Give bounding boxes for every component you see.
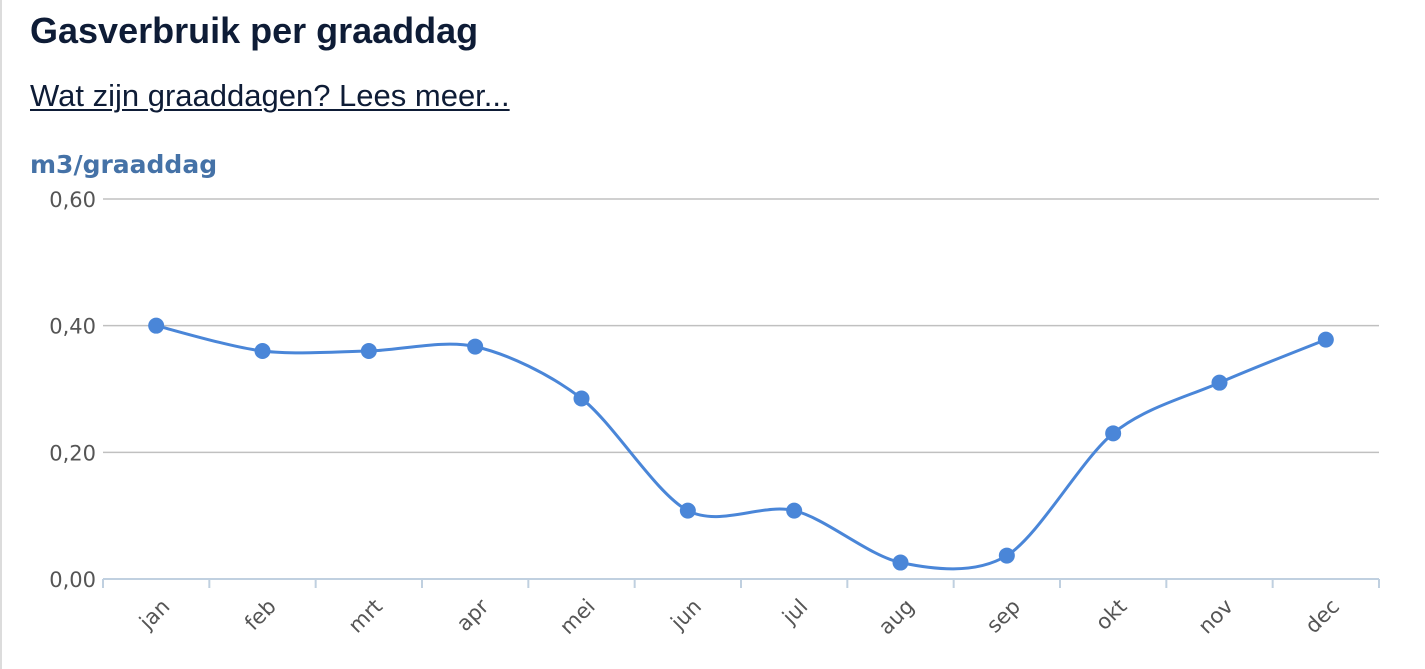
x-tick-label: sep	[982, 594, 1025, 637]
x-tick-label: mei	[555, 594, 600, 639]
y-axis-tick-labels: 0,00 0,20 0,40 0,60	[49, 188, 96, 592]
x-tick-label: jan	[134, 594, 174, 634]
data-point[interactable]	[1105, 425, 1122, 442]
series-layer	[148, 317, 1334, 571]
data-point[interactable]	[1211, 374, 1228, 391]
degree-days-info-link[interactable]: Wat zijn graaddagen? Lees meer...	[30, 78, 510, 113]
x-tick-label: feb	[240, 594, 281, 635]
gridlines	[103, 198, 1379, 454]
y-tick-label: 0,60	[49, 188, 96, 212]
x-tick-label: apr	[452, 594, 494, 636]
x-tick-label: mrt	[344, 594, 387, 637]
data-point[interactable]	[360, 343, 377, 359]
x-axis	[102, 578, 1380, 588]
data-point[interactable]	[892, 554, 909, 571]
y-tick-label: 0,20	[49, 441, 96, 465]
x-tick-label: jun	[665, 594, 706, 635]
series-line	[154, 324, 1328, 571]
x-tick-label: jul	[777, 594, 812, 629]
data-point[interactable]	[998, 547, 1015, 564]
data-point[interactable]	[254, 343, 271, 359]
y-tick-label: 0,40	[49, 315, 96, 339]
x-tick-label: dec	[1300, 594, 1344, 638]
x-tick-label: aug	[874, 594, 919, 639]
data-point[interactable]	[148, 317, 165, 334]
y-tick-label: 0,00	[49, 568, 96, 592]
data-point[interactable]	[573, 390, 590, 407]
x-tick-label: okt	[1091, 594, 1131, 634]
x-tick-label: nov	[1194, 594, 1238, 638]
y-axis-unit-label: m3/graaddag	[30, 150, 217, 179]
x-axis-tick-labels: jan feb mrt apr mei jun jul aug sep okt nov dec	[134, 594, 1344, 639]
data-point[interactable]	[786, 502, 803, 519]
data-point[interactable]	[1317, 331, 1334, 348]
data-point[interactable]	[467, 338, 484, 355]
panel-border	[0, 0, 2, 669]
chart-title: Gasverbruik per graaddag	[30, 10, 479, 51]
data-point[interactable]	[679, 502, 696, 519]
